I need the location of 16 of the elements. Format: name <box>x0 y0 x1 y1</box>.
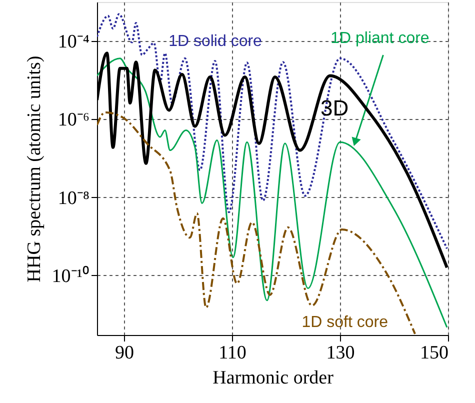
series-label: 1D solid core <box>168 33 262 50</box>
y-tick-label: 10⁻⁶ <box>58 110 90 131</box>
y-tick-label: 10⁻⁴ <box>58 32 90 53</box>
y-tick-label: 10⁻¹⁰ <box>52 265 90 287</box>
line-series <box>97 13 448 250</box>
y-tick-label: 10⁻⁸ <box>58 188 90 209</box>
text: 1D pliant core <box>330 30 430 47</box>
x-tick-label: 110 <box>218 342 246 364</box>
x-axis-title: Harmonic order <box>212 368 334 388</box>
line-series <box>97 58 448 328</box>
x-tick-label: 90 <box>115 342 134 364</box>
y-axis-title: HHG spectrum (atomic units) <box>24 56 45 282</box>
series-label: 3D <box>320 95 349 120</box>
x-tick-label: 130 <box>326 342 355 364</box>
x-tick-label: 150 <box>420 342 448 364</box>
series-label: 1D soft core <box>302 314 388 332</box>
